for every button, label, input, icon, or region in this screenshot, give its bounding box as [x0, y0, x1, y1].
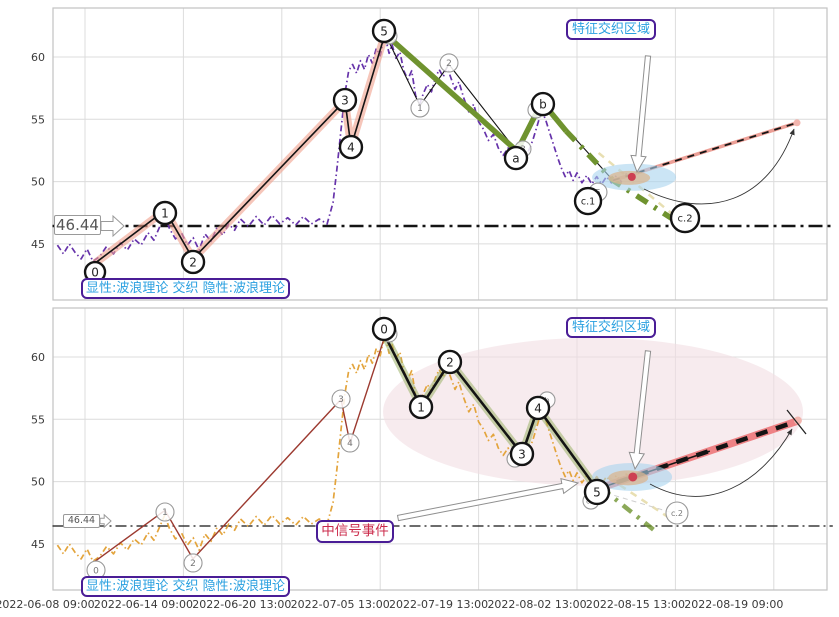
- wave-marker-bold-1: [152, 200, 178, 226]
- wave-marker-thin-label: 0: [93, 566, 99, 576]
- wave-marker-bold-1: [408, 394, 434, 420]
- wave-marker-thin-1: [410, 98, 430, 118]
- y-tick-label: 50: [31, 476, 45, 489]
- wave-marker-bold-label: c.2: [678, 214, 693, 225]
- ref-callout-arrow: [100, 214, 125, 238]
- signal-dot: [628, 472, 638, 482]
- x-tick-label: 2022-07-19 13:00: [389, 598, 488, 611]
- wave-marker-thin-label: 3: [338, 395, 344, 405]
- wave-marker-bold-label: b: [539, 97, 547, 111]
- wave-marker-thin-label: c.2: [671, 509, 683, 518]
- wave-marker-bold-label: a: [512, 151, 519, 165]
- impulse-line-bottom: [94, 335, 386, 562]
- callout-arrow: [396, 478, 580, 522]
- curve-arrow: [643, 128, 795, 205]
- y-tick-label: 55: [31, 113, 45, 126]
- feature-region-label-top: 特征交织区域: [566, 19, 656, 40]
- panel-border-bottom: [52, 307, 828, 591]
- green-solid-line-top: [383, 31, 569, 154]
- legend-label-top: 显性:波浪理论 交织 隐性:波浪理论: [81, 278, 290, 299]
- wave-marker-bold-3: [332, 87, 358, 113]
- wave-marker-bold-5: [583, 478, 611, 506]
- wave-marker-thin-1: [155, 502, 175, 522]
- y-tick-label: 45: [31, 238, 45, 251]
- wave-marker-thin-label: 1: [417, 104, 423, 114]
- wave-marker-bold-label: 0: [91, 265, 99, 279]
- ref-value-callout-top: 46.44: [54, 215, 101, 235]
- y-tick-label: 60: [31, 51, 45, 64]
- wave-marker-bold-label: 1: [417, 400, 425, 414]
- wave-marker-bold-label: c.1: [581, 196, 595, 207]
- projection-tip-dot: [793, 416, 802, 425]
- legend-label-bottom: 显性:波浪理论 交织 隐性:波浪理论: [81, 576, 290, 597]
- wave-marker-bold-label: 0: [380, 322, 388, 336]
- wave-marker-bold-5: [371, 18, 397, 44]
- x-tick-label: 2022-06-08 09:00: [0, 598, 95, 611]
- wave-marker-bold-c.1: [573, 186, 603, 216]
- price-line-top: [56, 39, 634, 263]
- wave-marker-thin-2: [439, 53, 459, 73]
- wave-marker-bold-3: [509, 441, 535, 467]
- projection-tip-dot: [793, 119, 801, 127]
- correction-line-bottom: [383, 335, 599, 490]
- panel-border-top: [52, 7, 828, 301]
- y-tick-label: 45: [31, 538, 45, 551]
- wave-marker-bold-a: [503, 145, 529, 171]
- wave-marker-bold-0: [371, 316, 397, 342]
- callout-arrow: [628, 350, 652, 471]
- x-tick-label: 2022-06-20 13:00: [192, 598, 291, 611]
- impulse-line-top: [94, 33, 386, 264]
- wave-marker-thin-label: 4: [347, 439, 353, 449]
- x-tick-label: 2022-06-14 09:00: [94, 598, 193, 611]
- x-tick-label: 2022-08-19 09:00: [684, 598, 783, 611]
- price-line-bottom: [56, 339, 634, 563]
- wave-marker-thin-label: 2: [190, 559, 196, 569]
- wave-marker-thin-label: 2: [446, 59, 452, 69]
- wave-marker-thin-2: [183, 553, 203, 573]
- wave-marker-thin-c.2: [665, 501, 689, 525]
- wave-marker-bold-label: 2: [189, 255, 197, 269]
- wave-marker-thin-4: [340, 433, 360, 453]
- feature-region-label-bottom: 特征交织区域: [566, 317, 656, 338]
- x-tick-label: 2022-07-05 13:00: [291, 598, 390, 611]
- x-tick-label: 2022-08-15 13:00: [586, 598, 685, 611]
- wave-marker-bold-label: 3: [341, 93, 349, 107]
- wave-marker-bold-label: 4: [534, 401, 542, 415]
- signal-dot: [627, 172, 636, 181]
- wave-marker-thin-3: [331, 389, 351, 409]
- interweave-ellipse-tan: [608, 470, 649, 486]
- wave-marker-bold-label: 5: [380, 24, 388, 38]
- wave-marker-bold-b: [530, 91, 556, 117]
- curve-arrow: [649, 428, 793, 497]
- wave-marker-bold-label: 5: [593, 485, 601, 499]
- wave-marker-bold-c.2: [669, 202, 701, 234]
- wave-marker-bold-2: [180, 249, 206, 275]
- ref-callout-arrow: [99, 513, 112, 529]
- y-tick-label: 55: [31, 413, 45, 426]
- wave-marker-bold-label: 4: [347, 140, 355, 154]
- y-tick-label: 60: [31, 351, 45, 364]
- signal-event-label: 中信号事件: [316, 520, 394, 543]
- ref-value-callout-bottom: 46.44: [63, 514, 100, 528]
- feature-region-ellipse: [383, 337, 804, 486]
- wave-marker-bold-label: 2: [446, 355, 454, 369]
- wave-marker-bold-label: 1: [161, 206, 169, 220]
- wave-marker-thin-label: 1: [162, 508, 168, 518]
- projection-tip-whisker: [786, 409, 807, 435]
- wave-marker-bold-4: [338, 134, 364, 160]
- green-dash-line-bottom: [599, 486, 659, 535]
- wave-marker-bold-label: 3: [518, 447, 526, 461]
- wave-marker-bold-4: [525, 395, 551, 421]
- callout-arrow: [630, 55, 652, 174]
- wave-marker-bold-2: [437, 349, 463, 375]
- y-tick-label: 50: [31, 176, 45, 189]
- x-tick-label: 2022-08-02 13:00: [487, 598, 586, 611]
